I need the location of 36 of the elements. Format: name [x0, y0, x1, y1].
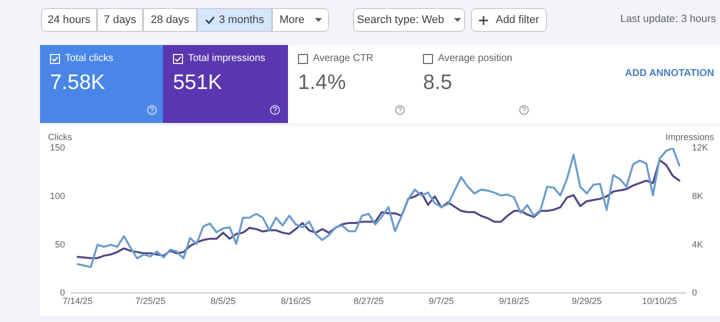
- x-tick-label: 8/5/25: [210, 296, 236, 306]
- x-tick-label: 8/27/25: [354, 296, 384, 306]
- text: 8.5: [423, 71, 454, 95]
- text: 551K: [173, 71, 224, 95]
- y-tick-label: 0: [60, 288, 66, 298]
- x-tick-label: 7/25/25: [135, 296, 166, 306]
- text: 7.58K: [50, 71, 106, 95]
- x-tick-label: 10/10/25: [642, 296, 678, 306]
- text: 7 days: [104, 14, 136, 26]
- x-tick-label: 9/18/25: [499, 296, 530, 306]
- y-tick-label: 150: [50, 142, 66, 152]
- text: Last update: 3 hours: [620, 13, 716, 25]
- text: Average position: [438, 53, 512, 64]
- y2-axis-title: Impressions: [665, 132, 714, 142]
- text: More: [279, 14, 305, 26]
- x-tick-label: 8/16/25: [280, 296, 311, 306]
- text: 3 months: [218, 14, 264, 26]
- y-tick-label: 100: [50, 190, 66, 201]
- text: Total impressions: [188, 53, 266, 64]
- text: ADD ANNOTATION: [625, 68, 714, 79]
- text: 24 hours: [48, 14, 90, 26]
- x-tick-label: 7/14/25: [62, 296, 93, 306]
- text: Search type: Web: [356, 14, 444, 26]
- text: 28 days: [150, 14, 190, 26]
- y2-tick-label: 8K: [692, 190, 703, 201]
- y2-tick-label: 12K: [692, 142, 708, 152]
- y2-tick-label: 0: [692, 288, 697, 298]
- x-tick-label: 9/29/25: [572, 296, 602, 306]
- text: 1.4%: [298, 71, 347, 95]
- y-axis-title: Clicks: [48, 132, 72, 142]
- text: Total clicks: [65, 53, 114, 64]
- y2-tick-label: 4K: [692, 239, 703, 250]
- text: Average CTR: [313, 53, 374, 64]
- y-tick-label: 50: [55, 239, 66, 250]
- x-tick-label: 9/7/25: [428, 296, 454, 306]
- text: Add filter: [496, 14, 540, 26]
